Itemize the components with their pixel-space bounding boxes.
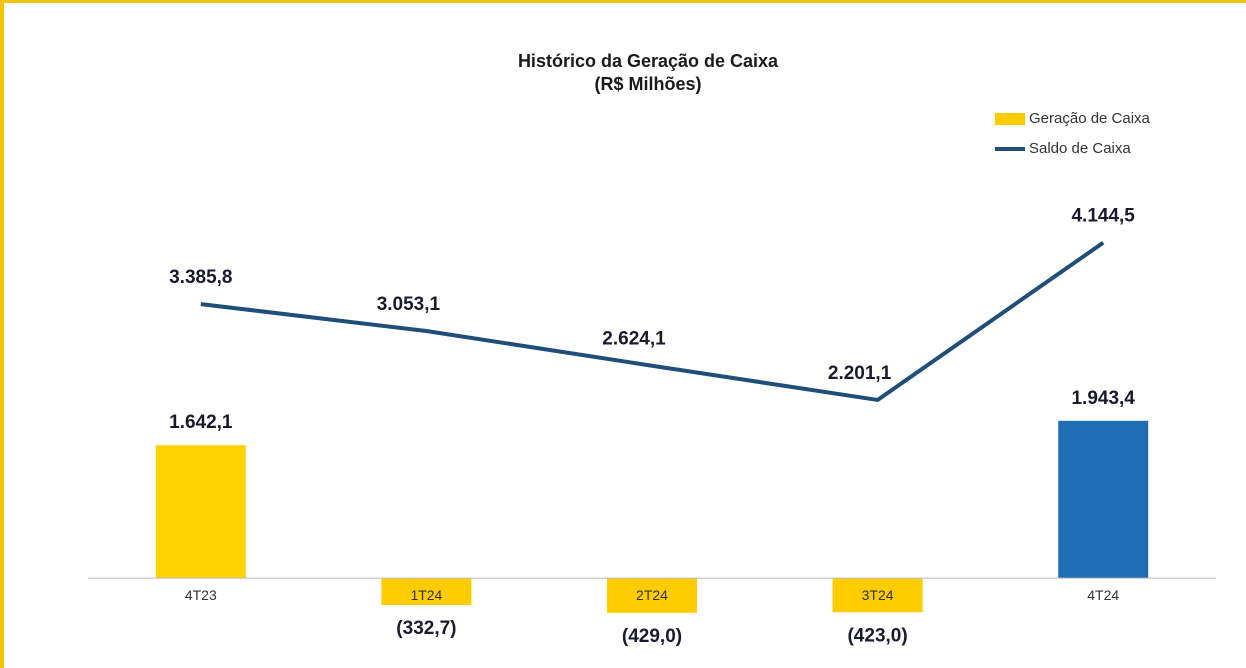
bar-value-label: (429,0) (622, 626, 682, 647)
x-tick-label: 4T24 (1087, 587, 1119, 603)
line (200, 241, 1105, 402)
chart-title: Histórico da Geração de Caixa (518, 51, 779, 71)
bar-value-label: 1.642,1 (169, 412, 233, 433)
x-tick-label: 1T24 (410, 587, 442, 603)
line-value-label: 3.385,8 (169, 267, 232, 288)
line-value-label: 4.144,5 (1071, 206, 1135, 227)
chart-subtitle: (R$ Milhões) (594, 74, 701, 94)
bar (1058, 420, 1149, 579)
bar-value-label: (332,7) (396, 618, 456, 639)
x-tick-label: 2T24 (636, 587, 668, 603)
bar (155, 445, 246, 579)
legend-swatch (995, 113, 1025, 125)
bar-value-label: (423,0) (847, 625, 907, 646)
bar (381, 578, 472, 605)
bar (832, 578, 923, 613)
line-value-label: 2.624,1 (602, 329, 666, 350)
line-value-label: 3.053,1 (377, 294, 441, 315)
line-value-label: 2.201,1 (828, 363, 892, 384)
legend-label: Saldo de Caixa (1029, 140, 1131, 157)
x-tick-label: 3T24 (862, 587, 894, 603)
legend-label: Geração de Caixa (1029, 110, 1151, 127)
bar-value-label: 1.943,4 (1071, 388, 1135, 409)
x-tick-label: 4T23 (185, 587, 217, 603)
bar (607, 578, 697, 613)
